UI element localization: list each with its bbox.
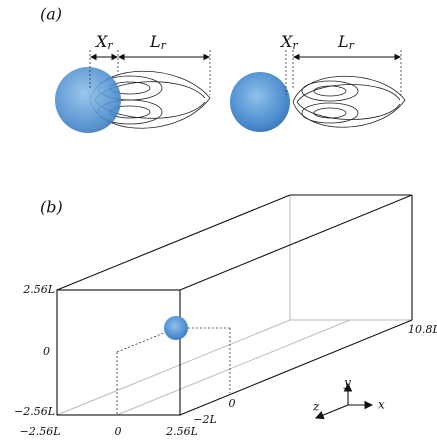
panel-label: (a) xyxy=(40,5,62,24)
y-tick-label: 2.56L xyxy=(22,283,55,296)
axis-label: z xyxy=(312,400,320,414)
wake-right xyxy=(293,76,405,127)
dimension-label: Lr xyxy=(149,32,167,53)
x-tick-label: 0 xyxy=(115,425,122,438)
sphere xyxy=(164,316,188,340)
axis-label: x xyxy=(378,398,385,412)
sphere xyxy=(230,72,290,132)
z-tick-label: 10.8L xyxy=(408,323,437,336)
y-tick-label: 0 xyxy=(43,345,50,358)
panel-label: (b) xyxy=(40,198,63,217)
dimension-label: Xr xyxy=(94,32,113,53)
x-tick-label: 2.56L xyxy=(165,425,198,438)
dimension-label: Xr xyxy=(279,32,298,53)
z-tick-label: −2L xyxy=(193,413,217,426)
x-tick-label: −2.56L xyxy=(19,425,60,438)
y-tick-label: −2.56L xyxy=(14,405,55,418)
domain-box xyxy=(57,195,412,415)
axis-label: y xyxy=(343,376,351,390)
dimension-label: Lr xyxy=(337,32,355,53)
z-tick-label: 0 xyxy=(229,397,236,410)
sphere xyxy=(55,67,121,133)
figure: (a) Xr Lr Xr Lr (b) xyxy=(0,0,437,440)
